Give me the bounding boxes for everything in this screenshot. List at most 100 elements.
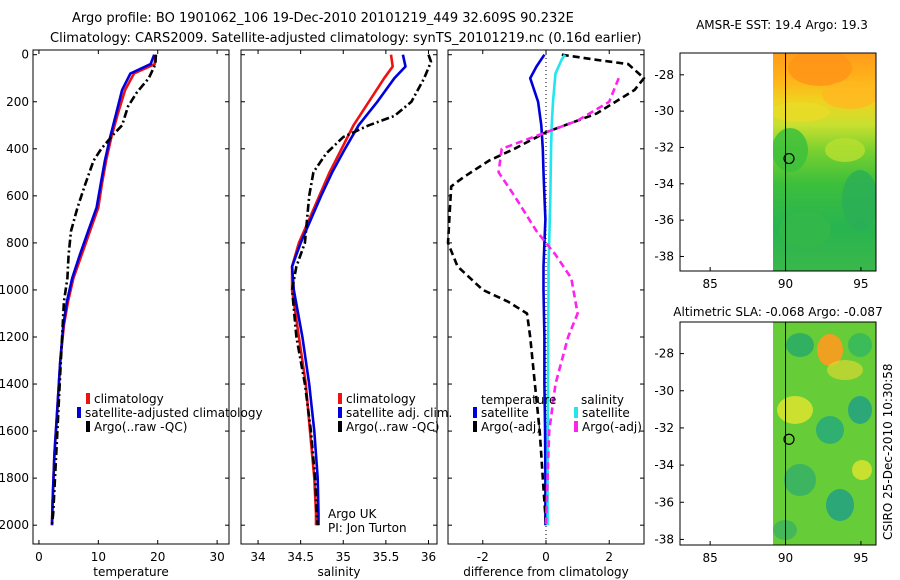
depth-tick-label: 2000 [0,518,29,532]
legend-swatch-temperature-satellite [473,407,477,418]
legend-swatch-climatology [86,393,90,404]
sst-map-title: AMSR-E SST: 19.4 Argo: 19.3 [696,18,868,32]
sst-green-lobe [773,128,808,172]
salinity-x-label: salinity [317,565,360,579]
map-lon-tick-label: 85 [703,277,718,291]
temperature-x-tick-label: 30 [209,550,224,564]
difference-x-label: difference from climatology [463,565,629,579]
difference-series-temperature-argo-adj- [446,53,646,526]
sst-warm-patch [822,81,876,109]
difference-panel: -2 0 2 difference from climatology tempera… [446,49,646,579]
sla-teal-blob-east [848,396,872,424]
sst-yellow-tongue [773,102,830,122]
temperature-panel: 0 10 20 30 0 200 400 600 800 1000 1200 1400 1600 1800… [0,48,263,579]
sla-map-axes-frame [679,321,877,546]
map-lat-tick-label: -38 [654,532,674,546]
legend-label-salinity-argo: Argo(-adj) [582,420,642,434]
difference-legend: temperature satellite Argo(-adj) salinit… [473,393,642,434]
temperature-x-tick-label: 0 [35,550,43,564]
difference-series-salinity-argo-adj- [497,77,620,526]
salinity-plot-marks: 34 34.5 35 35.5 36 [241,50,437,564]
map-lat-tick-label: -38 [654,249,674,263]
sst-green-patch [842,170,876,230]
map-lat-tick-label: -32 [654,140,674,154]
legend-label-satellite-adjusted: satellite-adjusted climatology [85,406,263,420]
difference-series-temperature-satellite [528,53,547,526]
salinity-series-satellite-adj-clim- [290,54,407,526]
legend-label-salinity-satellite: satellite [582,406,630,420]
sla-yellow-halo [827,360,863,380]
salinity-x-tick-label: 34.5 [287,550,314,564]
difference-series-salinity-satellite [546,53,567,526]
legend-swatch-satellite-adj [338,407,342,418]
legend-swatch-argo-raw [86,421,90,432]
temperature-x-tick-label: 10 [91,550,106,564]
sst-green-patch-south [779,212,831,248]
legend-swatch-salinity-satellite [574,407,578,418]
map-lon-tick-label: 90 [778,277,793,291]
legend-label-climatology: climatology [94,392,164,406]
principal-investigator-annotation: PI: Jon Turton [328,521,407,535]
argo-position-marker [783,433,795,445]
salinity-x-tick-label: 35.5 [373,550,400,564]
map-lat-tick-label: -34 [654,458,674,472]
legend-swatch-argo-raw [338,421,342,432]
salinity-series-argo-raw-qc- [290,54,433,526]
depth-tick-label: 1200 [0,330,29,344]
map-lat-tick-label: -36 [654,213,674,227]
map-lat-tick-label: -30 [654,384,674,398]
depth-tick-label: 1000 [0,283,29,297]
salinity-panel: 34 34.5 35 35.5 36 salinity climatology sate… [240,49,452,579]
depth-tick-label: 600 [6,189,29,203]
legend-swatch-salinity-argo [574,421,578,432]
salinity-series-climatology [290,54,395,526]
figure-title-line2: Climatology: CARS2009. Satellite-adjuste… [50,31,642,46]
sst-map-panel: AMSR-E SST: 19.4 Argo: 19.3 85 90 95 -28 -30… [654,18,877,291]
legend-label-temperature-argo: Argo(-adj) [481,420,541,434]
depth-tick-label: 0 [21,48,29,62]
sla-yellow-patch [777,396,813,424]
map-lon-tick-label: 90 [778,551,793,565]
argo-position-marker [783,152,795,165]
sst-yellow-patch [825,138,865,162]
map-lat-tick-label: -30 [654,104,674,118]
depth-tick-label: 1400 [0,377,29,391]
sla-heatmap [773,322,876,545]
difference-x-tick-label: 2 [605,550,613,564]
map-lat-tick-label: -32 [654,421,674,435]
sla-yellow-spot [852,460,872,480]
float-owner-annotation: Argo UK [328,507,377,521]
timestamp-side-label: CSIRO 25-Dec-2010 10:30:58 [881,363,895,540]
map-lat-tick-label: -28 [654,347,674,361]
legend-label-argo-raw: Argo(..raw -QC) [94,420,187,434]
legend-swatch-temperature-argo [473,421,477,432]
salinity-x-tick-label: 35 [336,550,351,564]
temperature-axes-frame [32,49,230,545]
difference-x-tick-label: -2 [477,550,489,564]
sla-teal-blob [816,416,844,444]
salinity-axes-frame [240,49,438,545]
temperature-series-satellite-adjusted-climatology [50,54,156,526]
temperature-series-climatology [50,54,157,526]
sst-map-axes-frame [679,52,877,272]
map-lon-tick-label: 85 [703,551,718,565]
legend-group-temperature: temperature [481,393,556,407]
map-lat-tick-label: -28 [654,68,674,82]
temperature-plot-marks: 0 10 20 30 0 200 400 600 800 1000 1200 1400 1600 1800… [0,48,229,564]
salinity-legend: climatology satellite adj. clim. Argo(..… [338,392,452,434]
temperature-series-argo-raw-qc- [50,54,158,526]
figure-title-line1: Argo profile: BO 1901062_106 19-Dec-2010… [72,11,574,26]
legend-label-satellite-adj: satellite adj. clim. [346,406,452,420]
sst-map-axes: 85 90 95 -28 -30 -32 -34 -36 -38 [654,53,869,291]
legend-swatch-satellite-adjusted [77,407,81,418]
sla-green-blob [786,333,814,357]
depth-tick-label: 1800 [0,471,29,485]
difference-plot-marks: -2 0 2 [446,50,646,564]
map-lat-tick-label: -34 [654,177,674,191]
salinity-x-tick-label: 34 [250,550,265,564]
depth-tick-label: 1600 [0,424,29,438]
sst-warm-core [788,53,852,86]
sst-heatmap [773,53,876,271]
map-lat-tick-label: -36 [654,495,674,509]
